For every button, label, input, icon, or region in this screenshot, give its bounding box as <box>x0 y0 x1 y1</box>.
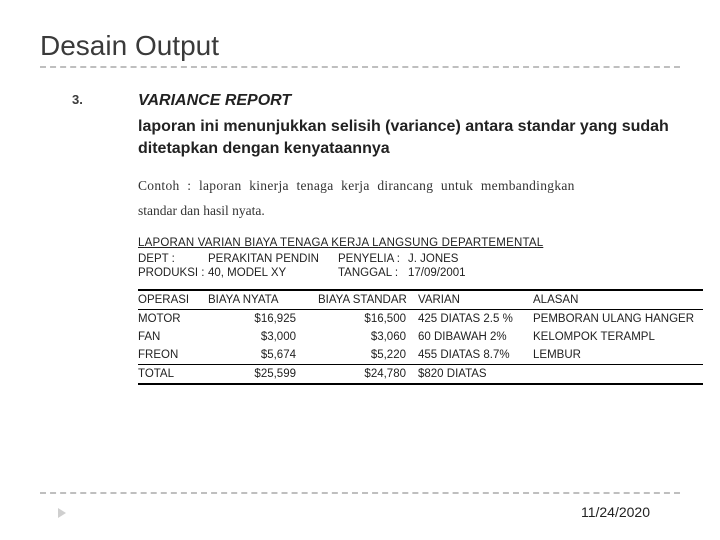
description: laporan ini menunjukkan selisih (varianc… <box>138 116 680 159</box>
tanggal-label: TANGGAL : <box>338 267 408 279</box>
cell-varian: 60 DIBAWAH 2% <box>418 331 533 343</box>
list-number: 3. <box>72 92 83 107</box>
cell-nyata: $25,599 <box>208 368 318 380</box>
cell-op: TOTAL <box>138 368 208 380</box>
cell-varian: 455 DIATAS 8.7% <box>418 349 533 361</box>
example-line-2: standar dan hasil nyata. <box>138 203 680 219</box>
footer-date: 11/24/2020 <box>581 504 650 520</box>
cell-standar: $16,500 <box>318 313 418 325</box>
produksi-value: 40, MODEL XY <box>208 267 338 279</box>
page-title: Desain Output <box>40 30 680 62</box>
produksi-label: PRODUKSI : <box>138 267 208 279</box>
table-row: FAN $3,000 $3,060 60 DIBAWAH 2% KELOMPOK… <box>138 328 703 346</box>
cell-nyata: $5,674 <box>208 349 318 361</box>
cell-standar: $3,060 <box>318 331 418 343</box>
table-header-row: OPERASI BIAYA NYATA BIAYA STANDAR VARIAN… <box>138 291 703 309</box>
subheading: VARIANCE REPORT <box>138 92 680 110</box>
penyelia-label: PENYELIA : <box>338 253 408 265</box>
col-header-standar: BIAYA STANDAR <box>318 294 418 306</box>
col-header-nyata: BIAYA NYATA <box>208 294 318 306</box>
cell-nyata: $16,925 <box>208 313 318 325</box>
table-bottom-border <box>138 383 703 385</box>
title-divider <box>40 66 680 68</box>
col-header-varian: VARIAN <box>418 294 533 306</box>
table-row: FREON $5,674 $5,220 455 DIATAS 8.7% LEMB… <box>138 346 703 364</box>
table-row: TOTAL $25,599 $24,780 $820 DIATAS <box>138 365 703 383</box>
cell-alasan: LEMBUR <box>533 349 703 361</box>
dept-label: DEPT : <box>138 253 208 265</box>
example-line-1: Contoh : laporan kinerja tenaga kerja di… <box>138 173 680 199</box>
cell-standar: $5,220 <box>318 349 418 361</box>
dept-value: PERAKITAN PENDIN <box>208 253 338 265</box>
footer-divider <box>40 492 680 494</box>
tanggal-value: 17/09/2001 <box>408 267 466 279</box>
cell-alasan: PEMBORAN ULANG HANGER <box>533 313 703 325</box>
cell-alasan: KELOMPOK TERAMPL <box>533 331 703 343</box>
cell-alasan <box>533 368 703 380</box>
variance-table: OPERASI BIAYA NYATA BIAYA STANDAR VARIAN… <box>138 289 703 385</box>
table-row: MOTOR $16,925 $16,500 425 DIATAS 2.5 % P… <box>138 310 703 328</box>
cell-varian: 425 DIATAS 2.5 % <box>418 313 533 325</box>
cell-standar: $24,780 <box>318 368 418 380</box>
slide: Desain Output 3. VARIANCE REPORT laporan… <box>0 0 720 540</box>
penyelia-value: J. JONES <box>408 253 458 265</box>
report-title: LAPORAN VARIAN BIAYA TENAGA KERJA LANGSU… <box>138 237 680 249</box>
report-block: LAPORAN VARIAN BIAYA TENAGA KERJA LANGSU… <box>138 237 680 385</box>
report-meta-row-2: PRODUKSI : 40, MODEL XY TANGGAL : 17/09/… <box>138 267 680 279</box>
col-header-operasi: OPERASI <box>138 294 208 306</box>
cell-op: MOTOR <box>138 313 208 325</box>
report-meta-row-1: DEPT : PERAKITAN PENDIN PENYELIA : J. JO… <box>138 253 680 265</box>
col-header-alasan: ALASAN <box>533 294 703 306</box>
cell-varian: $820 DIATAS <box>418 368 533 380</box>
content-area: 3. VARIANCE REPORT laporan ini menunjukk… <box>40 92 680 385</box>
cell-op: FAN <box>138 331 208 343</box>
footer-marker-icon <box>58 508 66 518</box>
cell-nyata: $3,000 <box>208 331 318 343</box>
cell-op: FREON <box>138 349 208 361</box>
